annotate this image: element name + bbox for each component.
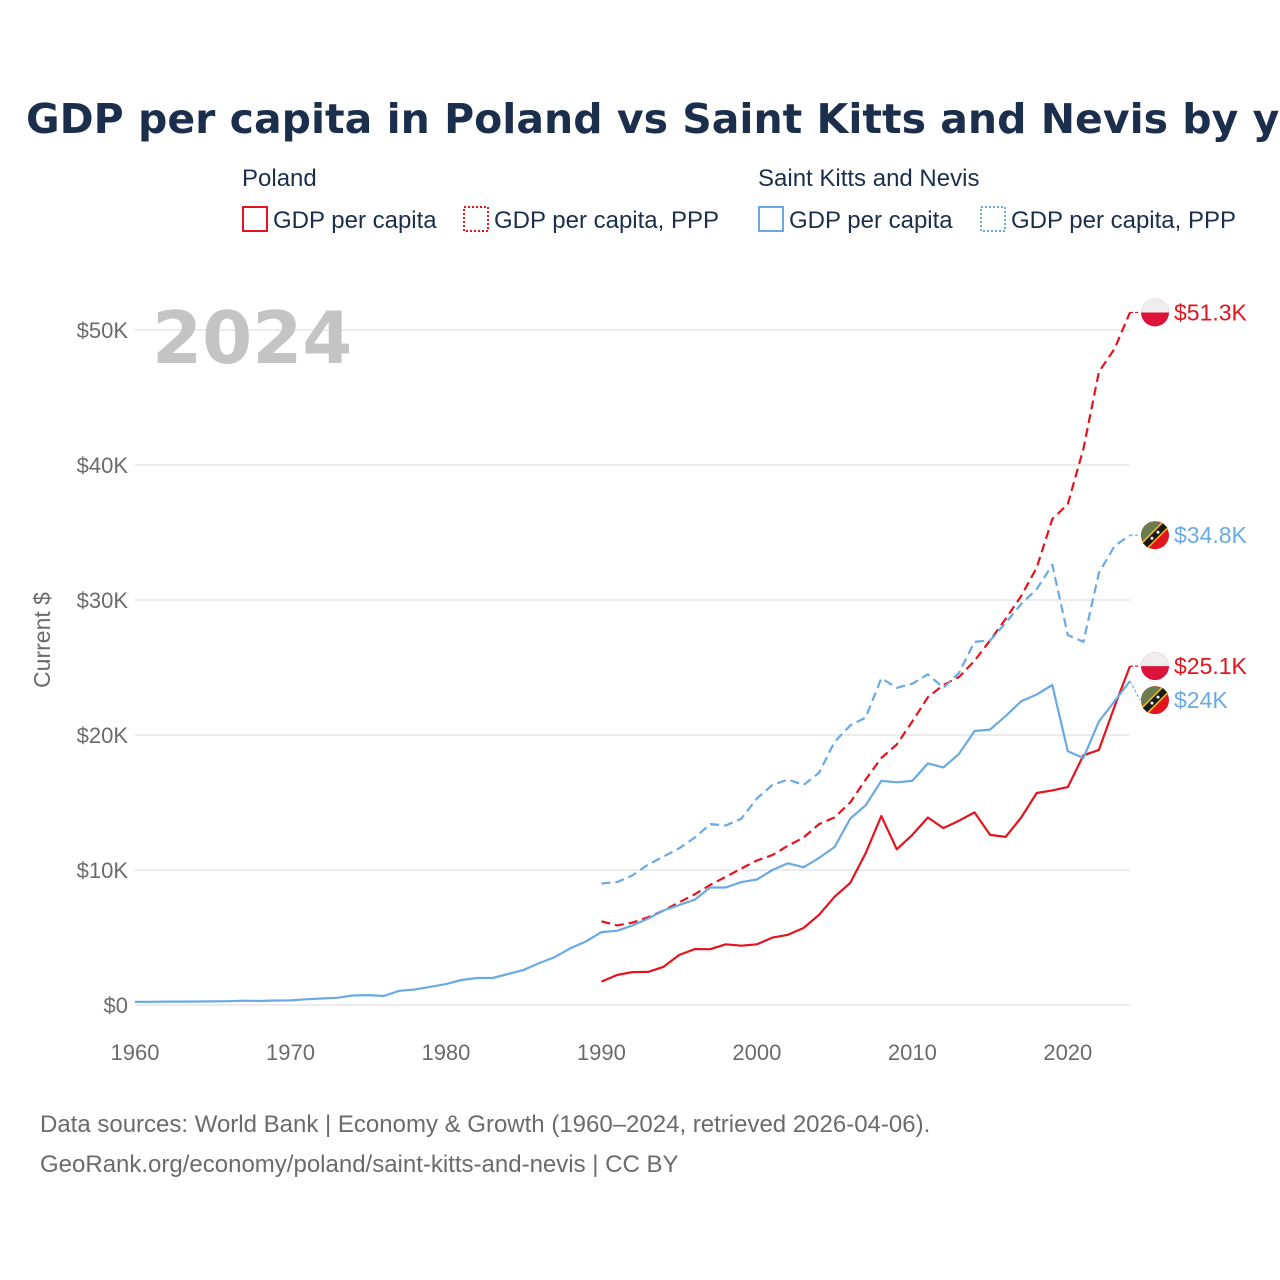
- y-axis-ticks: $0 $10K $20K $30K $40K $50K: [77, 318, 129, 1018]
- end-connector: [1129, 680, 1141, 701]
- flag-star: [1156, 695, 1160, 699]
- poland-flag-icon: [1141, 652, 1169, 681]
- y-axis-title: Current $: [29, 592, 55, 688]
- end-markers: $25.1K $51.3K $24K $34.8K: [1129, 298, 1248, 715]
- legend-swatch-poland-ppp: [463, 206, 489, 232]
- series-line-2: [134, 680, 1131, 1003]
- y-tick-label: $20K: [77, 723, 129, 748]
- x-tick-label: 2020: [1043, 1040, 1092, 1065]
- legend-swatch-skn-ppp: [980, 206, 1006, 232]
- chart-title: GDP per capita in Poland vs Saint Kitts …: [26, 95, 1280, 143]
- x-tick-label: 1980: [421, 1040, 470, 1065]
- x-axis-ticks: 1960 1970 1980 1990 2000 2010 2020: [111, 1040, 1093, 1065]
- x-tick-label: 1990: [577, 1040, 626, 1065]
- flag-black-band: [1142, 523, 1168, 548]
- series-line-1: [601, 311, 1132, 927]
- x-tick-label: 2010: [888, 1040, 937, 1065]
- series-line-0: [600, 665, 1132, 983]
- legend-label-skn-ppp: GDP per capita, PPP: [1011, 207, 1236, 234]
- x-tick-label: 2000: [732, 1040, 781, 1065]
- end-value-label: $25.1K: [1174, 653, 1248, 679]
- flag-star: [1156, 530, 1160, 534]
- flag-white-half: [1141, 652, 1169, 667]
- y-tick-label: $0: [104, 993, 128, 1018]
- flag-white-half: [1141, 298, 1169, 313]
- legend-label-skn-gdp: GDP per capita: [789, 207, 953, 234]
- legend-label-poland-ppp: GDP per capita, PPP: [494, 207, 719, 234]
- x-tick-label: 1970: [266, 1040, 315, 1065]
- end-value-label: $24K: [1174, 687, 1228, 713]
- flag-star: [1150, 536, 1154, 540]
- legend-group-poland: Poland: [242, 165, 317, 192]
- legend: Poland Saint Kitts and Nevis GDP per cap…: [242, 165, 1236, 234]
- y-tick-label: $30K: [77, 588, 129, 613]
- series-line-3: [601, 534, 1131, 885]
- y-tick-label: $50K: [77, 318, 129, 343]
- y-tick-label: $40K: [77, 453, 129, 478]
- source-line-1: Data sources: World Bank | Economy & Gro…: [40, 1111, 930, 1138]
- legend-label-poland-gdp: GDP per capita: [273, 207, 437, 234]
- legend-swatch-poland-gdp: [242, 206, 268, 232]
- saint-kitts-flag-icon: [1141, 686, 1169, 715]
- series-lines: [134, 311, 1132, 1003]
- source-line-2: GeoRank.org/economy/poland/saint-kitts-a…: [40, 1151, 679, 1178]
- y-tick-label: $10K: [77, 858, 129, 883]
- end-value-label: $51.3K: [1174, 299, 1248, 325]
- flag-black-band: [1142, 688, 1168, 713]
- flag-star: [1150, 701, 1154, 705]
- legend-swatch-skn-gdp: [758, 206, 784, 232]
- poland-flag-icon: [1141, 298, 1169, 327]
- legend-group-saint-kitts-and-nevis: Saint Kitts and Nevis: [758, 165, 979, 192]
- current-year-label: 2024: [152, 296, 352, 380]
- x-tick-label: 1960: [111, 1040, 160, 1065]
- saint-kitts-flag-icon: [1141, 521, 1169, 550]
- gridlines: [135, 329, 1130, 1006]
- end-value-label: $34.8K: [1174, 522, 1248, 548]
